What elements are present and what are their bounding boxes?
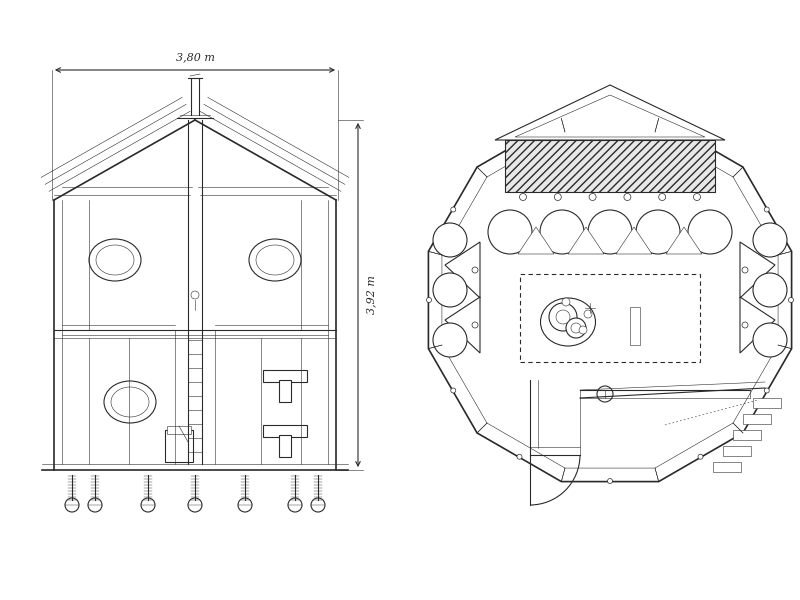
- Circle shape: [311, 498, 325, 512]
- Polygon shape: [518, 227, 554, 254]
- Circle shape: [566, 318, 586, 338]
- Circle shape: [688, 210, 732, 254]
- Circle shape: [753, 273, 787, 307]
- Circle shape: [517, 141, 522, 146]
- Circle shape: [472, 267, 478, 273]
- Circle shape: [698, 454, 703, 459]
- Ellipse shape: [256, 245, 294, 275]
- Circle shape: [584, 310, 592, 318]
- Bar: [279, 380, 291, 402]
- Circle shape: [588, 210, 632, 254]
- Circle shape: [426, 298, 431, 302]
- Text: 3,80 m: 3,80 m: [175, 52, 214, 62]
- Bar: [167, 426, 191, 434]
- Circle shape: [517, 454, 522, 459]
- Bar: [520, 274, 700, 362]
- Circle shape: [188, 498, 202, 512]
- Ellipse shape: [111, 387, 149, 417]
- Bar: [733, 430, 761, 440]
- Circle shape: [556, 310, 570, 324]
- Circle shape: [624, 193, 631, 200]
- Circle shape: [488, 210, 532, 254]
- Ellipse shape: [249, 239, 301, 281]
- Circle shape: [607, 116, 613, 121]
- Circle shape: [742, 267, 748, 273]
- Bar: [263, 425, 307, 437]
- Circle shape: [65, 498, 79, 512]
- Bar: [263, 370, 307, 382]
- Bar: [713, 462, 741, 472]
- Bar: [165, 430, 193, 462]
- Circle shape: [433, 323, 467, 357]
- Circle shape: [607, 478, 613, 484]
- Circle shape: [472, 322, 478, 328]
- Text: 3,92 m: 3,92 m: [366, 275, 376, 314]
- Circle shape: [579, 326, 587, 334]
- Circle shape: [789, 298, 794, 302]
- Polygon shape: [666, 227, 702, 254]
- Circle shape: [238, 498, 252, 512]
- Circle shape: [571, 323, 581, 333]
- Bar: [723, 446, 751, 456]
- Circle shape: [694, 193, 701, 200]
- Circle shape: [88, 498, 102, 512]
- Circle shape: [753, 223, 787, 257]
- Ellipse shape: [104, 381, 156, 423]
- Circle shape: [636, 210, 680, 254]
- Circle shape: [597, 386, 613, 402]
- Circle shape: [589, 193, 596, 200]
- Bar: [743, 414, 771, 424]
- Polygon shape: [445, 297, 480, 353]
- Bar: [279, 435, 291, 457]
- Ellipse shape: [541, 298, 595, 346]
- Polygon shape: [429, 118, 791, 482]
- Circle shape: [191, 291, 199, 299]
- Circle shape: [141, 498, 155, 512]
- Circle shape: [658, 193, 666, 200]
- Circle shape: [519, 193, 526, 200]
- Circle shape: [562, 298, 570, 306]
- Circle shape: [450, 207, 456, 212]
- Polygon shape: [740, 297, 775, 353]
- Ellipse shape: [89, 239, 141, 281]
- Circle shape: [433, 223, 467, 257]
- Polygon shape: [616, 227, 652, 254]
- Bar: [753, 398, 781, 408]
- Circle shape: [764, 388, 770, 393]
- Ellipse shape: [96, 245, 134, 275]
- Bar: [630, 307, 640, 345]
- Circle shape: [549, 303, 577, 331]
- Circle shape: [433, 273, 467, 307]
- Circle shape: [753, 323, 787, 357]
- Polygon shape: [495, 85, 725, 140]
- Polygon shape: [445, 242, 480, 298]
- Circle shape: [540, 210, 584, 254]
- Circle shape: [742, 322, 748, 328]
- Circle shape: [698, 141, 703, 146]
- Circle shape: [764, 207, 770, 212]
- Circle shape: [288, 498, 302, 512]
- Polygon shape: [740, 242, 775, 298]
- Circle shape: [554, 193, 562, 200]
- Polygon shape: [568, 227, 604, 254]
- Circle shape: [450, 388, 456, 393]
- Bar: [505, 140, 715, 192]
